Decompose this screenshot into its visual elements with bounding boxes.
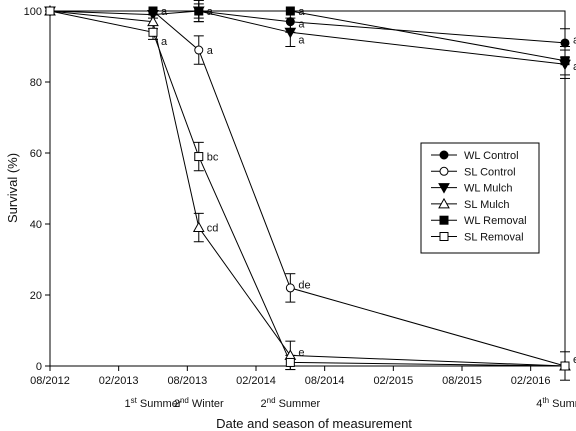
season-label: 2nd Winter	[174, 396, 224, 410]
y-tick-label: 80	[30, 77, 42, 89]
x-tick-label: 02/2014	[236, 375, 276, 387]
y-tick-label: 40	[30, 219, 42, 231]
data-point	[285, 283, 295, 293]
data-point	[560, 38, 570, 48]
legend-marker	[439, 150, 449, 160]
series-line	[50, 10, 566, 62]
data-point	[560, 56, 570, 66]
data-point	[194, 6, 204, 16]
significance-letter: a	[161, 36, 168, 48]
legend-label: WL Mulch	[464, 183, 513, 195]
data-point	[285, 357, 295, 367]
plot-frame	[49, 10, 566, 367]
legend-marker	[438, 197, 450, 209]
y-axis-title: Survival (%)	[5, 153, 20, 223]
x-tick-label: 08/2014	[305, 375, 345, 387]
significance-letter: a	[298, 34, 305, 46]
significance-letter: a	[161, 6, 168, 18]
legend-label: SL Removal	[464, 232, 524, 244]
significance-letter: de	[298, 279, 310, 291]
y-tick-label: 100	[24, 6, 42, 18]
data-point	[148, 6, 158, 16]
legend-marker	[439, 232, 449, 241]
x-tick-label: 02/2016	[511, 375, 551, 387]
x-axis-title: Date and season of measurement	[216, 416, 412, 431]
x-tick-label: 02/2013	[99, 375, 139, 387]
significance-letter: cd	[207, 223, 219, 235]
x-tick-label: 08/2012	[30, 375, 70, 387]
significance-letter: a	[573, 61, 576, 73]
data-point	[45, 6, 55, 16]
data-point	[285, 6, 295, 16]
data-point	[147, 15, 159, 27]
significance-letter: a	[298, 6, 305, 18]
significance-letter: a	[207, 6, 214, 18]
data-point	[285, 17, 295, 27]
legend-marker	[439, 215, 449, 225]
significance-letter: a	[298, 18, 305, 30]
legend-label: WL Removal	[464, 215, 527, 227]
data-point	[284, 27, 297, 39]
significance-letter: e	[573, 354, 576, 366]
season-label: 1st Summer	[125, 396, 182, 410]
significance-letter: bc	[207, 152, 219, 164]
legend-label: SL Control	[464, 166, 516, 178]
y-tick-label: 0	[36, 361, 42, 373]
y-tick-label: 20	[30, 290, 42, 302]
significance-letter: e	[298, 347, 304, 359]
data-point	[192, 221, 205, 233]
season-label: 2nd Summer	[261, 396, 321, 410]
legend-label: WL Control	[464, 150, 519, 162]
legend-marker	[438, 183, 450, 194]
x-tick-label: 02/2015	[373, 375, 413, 387]
x-tick-label: 08/2013	[167, 375, 207, 387]
legend-label: SL Mulch	[464, 199, 509, 211]
significance-letter: a	[207, 45, 214, 57]
y-tick-label: 60	[30, 148, 42, 160]
season-label: 4th Summer	[536, 396, 576, 410]
significance-letter: a	[573, 34, 576, 46]
x-tick-label: 08/2015	[442, 375, 482, 387]
data-point	[194, 152, 204, 162]
legend-marker	[439, 166, 449, 176]
data-point	[148, 27, 158, 37]
data-point	[194, 45, 204, 55]
data-point	[560, 361, 570, 371]
